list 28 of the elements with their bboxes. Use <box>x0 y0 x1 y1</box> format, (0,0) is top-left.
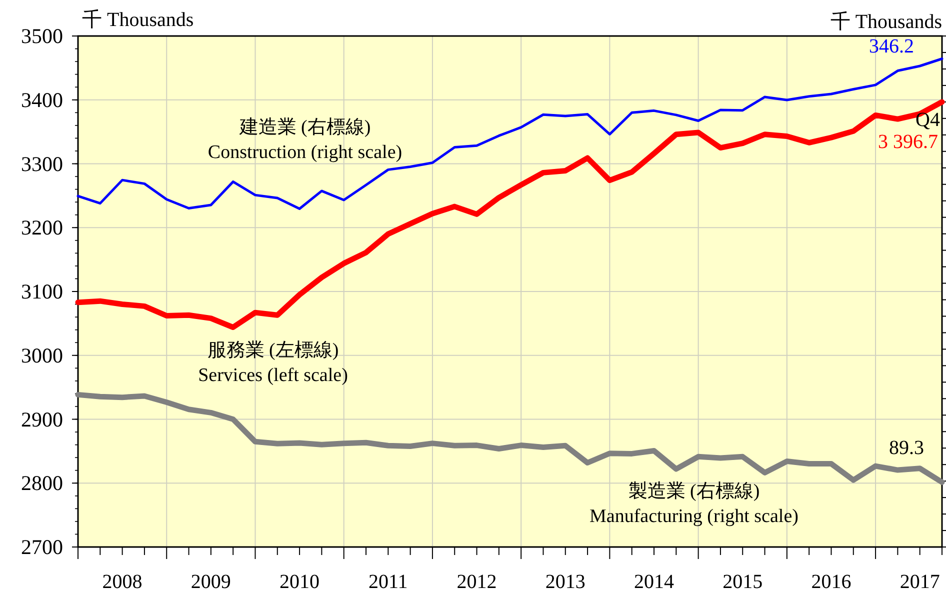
x-tick-label: 2009 <box>190 571 231 593</box>
annotation: Q4 <box>916 108 940 131</box>
y-axis-title: 千 Thousands <box>82 9 194 31</box>
y-tick-label: 3100 <box>21 280 63 304</box>
data-label: 3 396.7 <box>878 130 938 153</box>
data-label: 346.2 <box>869 36 914 58</box>
y-tick-label: 3400 <box>21 88 63 112</box>
x-tick-label: 2008 <box>102 571 142 593</box>
x-tick-label: 2014 <box>634 571 674 593</box>
x-tick-label: 2013 <box>545 571 586 593</box>
y-tick-label: 3300 <box>21 152 63 176</box>
x-tick-label: 2017 <box>900 571 940 593</box>
y-tick-label: 3000 <box>21 343 63 368</box>
y-tick-label: 2900 <box>21 407 63 432</box>
y-tick-label: 3500 <box>21 24 63 48</box>
y-tick-label: 2800 <box>21 471 63 496</box>
x-tick-label: 2016 <box>811 571 852 593</box>
y2-axis-title: 千 Thousands <box>830 11 942 33</box>
x-tick-label: 2012 <box>456 571 497 593</box>
series-label: 建造業 (右標線) Construction (right scale) <box>208 117 402 163</box>
data-label: 89.3 <box>889 437 924 460</box>
x-tick-label: 2011 <box>368 571 408 593</box>
series-label: 服務業 (左標線) Services (left scale) <box>198 340 348 386</box>
y-tick-label: 2700 <box>21 535 63 559</box>
y-tick-label: 3200 <box>21 216 63 240</box>
x-tick-label: 2015 <box>722 571 763 593</box>
series-label: 製造業 (右標線) Manufacturing (right scale) <box>590 481 798 527</box>
x-tick-label: 2010 <box>280 571 320 593</box>
